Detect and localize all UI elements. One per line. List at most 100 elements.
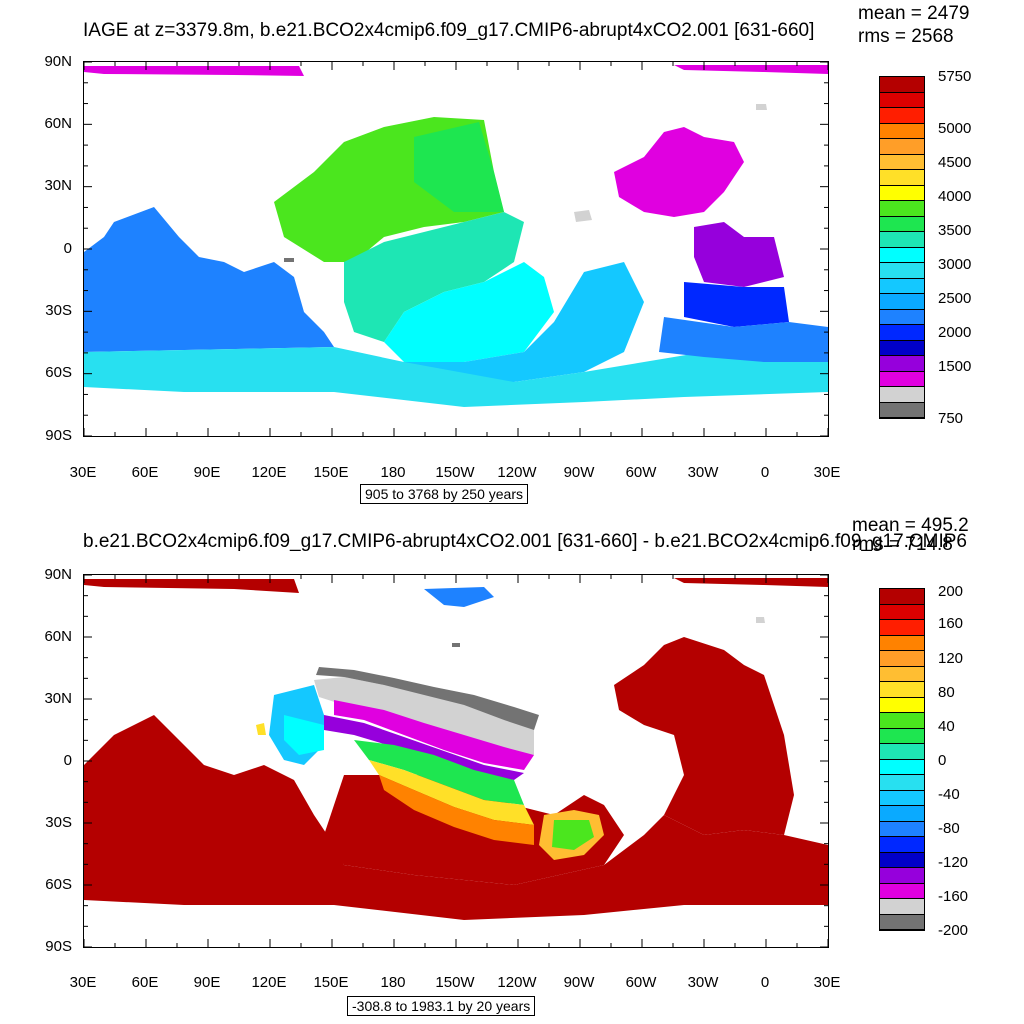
lon-label: 180 <box>380 464 406 481</box>
colorbar-segment <box>880 837 924 853</box>
colorbar-segment <box>880 697 924 713</box>
contour-info-box: 905 to 3768 by 250 years <box>360 484 529 504</box>
colorbar-segment <box>880 294 924 310</box>
equatorial-gradient-yellow <box>369 760 534 825</box>
colorbar-segment <box>880 806 924 822</box>
colorbar-segment <box>880 775 924 791</box>
colorbar-label: 5750 <box>938 68 972 85</box>
colorbar-label: 200 <box>938 583 964 600</box>
colorbar-segment <box>880 139 924 155</box>
arctic-strip-west <box>84 579 299 593</box>
top-map-panel: IAGE at z=3379.8m, b.e21.BCO2x4cmip6.f09… <box>44 3 972 504</box>
equatorial-gradient-green <box>354 740 524 805</box>
colorbar-segment <box>880 868 924 884</box>
gray-patch-arctic <box>756 617 765 623</box>
north-atlantic-magenta <box>614 127 744 217</box>
atlantic-purple <box>694 222 784 287</box>
colorbar-segment <box>880 651 924 667</box>
lon-label: 90W <box>563 464 595 481</box>
colorbar-segment <box>880 92 924 108</box>
lat-label: 30N <box>44 177 72 194</box>
east-pacific-gradient-inner <box>552 820 594 850</box>
south-atlantic-blue <box>659 317 828 362</box>
colorbar-label: -200 <box>938 922 969 939</box>
indian-ocean-region <box>84 207 334 352</box>
lat-label: 0 <box>63 752 72 769</box>
colorbar-label: 1500 <box>938 358 972 375</box>
colorbar-label: -120 <box>938 854 969 871</box>
western-pacific-cyan <box>284 715 324 755</box>
gray-patch-arctic <box>756 104 767 110</box>
lon-label: 0 <box>760 974 770 991</box>
lon-label: 30W <box>687 464 719 481</box>
lat-label: 60N <box>44 628 72 645</box>
colorbar-label: 750 <box>938 410 964 427</box>
indian-ocean-red <box>84 715 344 875</box>
lat-label: 90S <box>45 427 72 444</box>
lat-label: 90N <box>44 566 72 583</box>
colorbar-segment <box>880 604 924 620</box>
colorbar-segment <box>880 309 924 325</box>
yellow-spot <box>256 723 266 735</box>
colorbar-segment <box>880 635 924 651</box>
lon-label: 150W <box>435 464 475 481</box>
colorbar-label: 3500 <box>938 222 972 239</box>
lat-label: 30S <box>45 302 72 319</box>
colorbar-label: -160 <box>938 888 969 905</box>
colorbar-label: 3000 <box>938 256 972 273</box>
lat-label: 0 <box>63 240 72 257</box>
colorbar-label: 120 <box>938 650 964 667</box>
south-pacific-sky <box>394 262 644 382</box>
colorbar-segment <box>880 263 924 279</box>
colorbar-label: 4000 <box>938 188 972 205</box>
lon-label: 120W <box>497 464 537 481</box>
colorbar-segment <box>880 371 924 387</box>
lon-label: 120E <box>251 464 287 481</box>
colorbar-label: -80 <box>938 820 960 837</box>
southern-ocean-red <box>84 815 828 920</box>
lon-label: 60E <box>131 464 159 481</box>
colorbar-segment <box>880 185 924 201</box>
colorbar-segment <box>880 108 924 124</box>
lat-label: 60S <box>45 364 72 381</box>
colorbar-label: -40 <box>938 786 960 803</box>
arctic-strip-west <box>84 66 304 76</box>
colorbar-segment <box>880 852 924 868</box>
colorbar-label: 40 <box>938 718 955 735</box>
top-map-field <box>84 62 828 436</box>
central-pacific-cyan <box>384 262 554 362</box>
colorbar-label: 0 <box>938 752 947 769</box>
colorbar-label: 4500 <box>938 154 972 171</box>
lon-label: 30E <box>69 974 97 991</box>
lon-label: 90W <box>563 974 595 991</box>
bottom-mean-value: mean = 495.2 <box>852 515 969 536</box>
arctic-strip-east <box>674 65 828 74</box>
central-pacific-aqua <box>344 212 524 342</box>
colorbar-segment <box>880 790 924 806</box>
bottom-rms-value: rms = 714.8 <box>852 534 953 555</box>
lat-label: 90N <box>44 53 72 70</box>
southern-ocean-band <box>84 347 828 407</box>
colorbar-segment <box>880 713 924 729</box>
colorbar-segment <box>880 883 924 899</box>
lat-label: 60S <box>45 876 72 893</box>
top-colorbar <box>879 76 925 419</box>
atlantic-red <box>614 637 794 835</box>
north-pacific-gray <box>314 677 534 755</box>
colorbar-segment <box>880 278 924 294</box>
colorbar-segment <box>880 666 924 682</box>
arctic-blue-patch <box>424 587 494 607</box>
lon-label: 150W <box>435 974 475 991</box>
colorbar-segment <box>880 387 924 403</box>
bottom-map-field <box>84 575 828 947</box>
colorbar-segment <box>880 589 924 605</box>
colorbar-segment <box>880 232 924 248</box>
gray-patch <box>574 210 592 222</box>
colorbar-segment <box>880 247 924 263</box>
lon-label: 30E <box>813 974 841 991</box>
colorbar-segment <box>880 402 924 418</box>
lon-label: 30W <box>687 974 719 991</box>
colorbar-label: 160 <box>938 615 964 632</box>
bottom-map-panel: b.e21.BCO2x4cmip6.f09_g17.CMIP6-abrupt4x… <box>0 512 1024 1024</box>
lon-label: 90E <box>193 974 221 991</box>
